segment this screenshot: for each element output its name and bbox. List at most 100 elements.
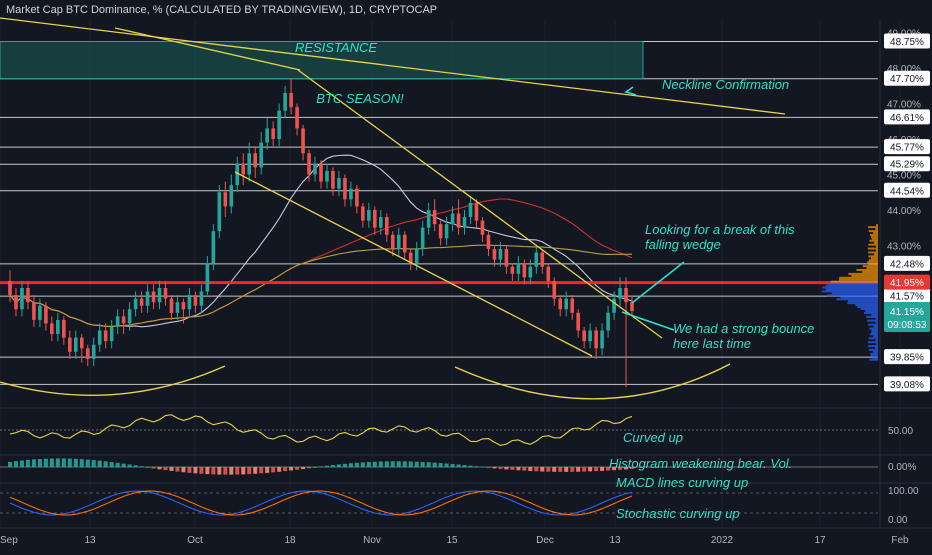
price-tick-label: 45.00% (887, 170, 921, 181)
volume-profile-bar (867, 319, 878, 322)
candle-body (265, 128, 269, 143)
wedge-upper-line (297, 69, 663, 339)
candle-body (205, 263, 210, 292)
macd-histogram-bar (97, 460, 102, 468)
volume-profile-bar (839, 278, 878, 281)
macd-histogram-bar (211, 467, 216, 475)
candle-body (438, 224, 443, 239)
macd-histogram-bar (630, 467, 634, 470)
candle-body (181, 302, 186, 310)
macd-histogram-bar (432, 462, 437, 468)
macd-histogram-bar (564, 467, 569, 472)
macd-histogram-bar (474, 466, 479, 468)
volume-profile-bar (865, 309, 878, 312)
volume-profile-bar (855, 304, 878, 307)
candle-body (396, 234, 401, 249)
candle-body (337, 178, 341, 189)
volume-profile-bar (868, 255, 878, 258)
candle-body (301, 128, 305, 154)
price-tag-bg (884, 70, 930, 86)
macd-histogram-bar (498, 467, 503, 469)
price-tag-label: 39.08% (890, 380, 924, 391)
macd-histogram-bar (271, 467, 276, 473)
volume-profile-bar (836, 298, 878, 301)
macd-histogram-bar (145, 467, 150, 468)
candle-body (504, 248, 509, 267)
candle-body (594, 330, 598, 349)
volume-profile-bar (870, 233, 878, 236)
candle-body (289, 92, 293, 108)
candle-body (600, 330, 604, 349)
volume-profile-bar (868, 226, 878, 229)
candle-body (492, 248, 497, 260)
macd-histogram-bar (103, 461, 108, 468)
candle-body (199, 291, 204, 306)
macd-histogram-bar (13, 461, 18, 468)
x-tick-label: Nov (363, 535, 381, 546)
candle-body (193, 295, 198, 306)
candle-body (139, 298, 144, 306)
macd-histogram-bar (396, 461, 401, 468)
candle-body (618, 287, 622, 299)
macd-histogram-bar (522, 467, 527, 471)
neckline-arrow (624, 86, 637, 96)
macd-histogram-bar (354, 462, 359, 468)
volume-profile-bar (876, 245, 878, 248)
volume-profile-bar (871, 235, 878, 238)
stoch-d-line (9, 490, 633, 516)
highlighted-tag-label: 41.95% (890, 278, 924, 289)
candle-body (343, 178, 347, 200)
macd-histogram-bar (259, 467, 264, 474)
candle-body (187, 295, 192, 310)
candle-body (552, 280, 557, 299)
macd-histogram-bar (187, 467, 192, 473)
macd-histogram-bar (600, 467, 605, 471)
candle-body (384, 217, 389, 235)
candle-body (570, 298, 574, 313)
macd-histogram-bar (37, 458, 42, 468)
macd-histogram-bar (540, 467, 545, 472)
price-tag-bg (884, 33, 930, 49)
stoch-k-line (9, 490, 633, 516)
candles-layer (8, 78, 634, 388)
volume-profile-bar (868, 259, 878, 262)
macd-histogram-bar (115, 462, 120, 468)
volume-profile-bar (875, 321, 878, 324)
price-tag-label: 45.29% (890, 160, 924, 171)
macd-histogram-bar (265, 467, 270, 473)
candle-body (157, 287, 162, 303)
macd-histogram-bar (534, 467, 539, 472)
macd-histogram-bar (510, 467, 515, 470)
macd-histogram-bar (301, 467, 306, 470)
volume-profile-bar (868, 348, 878, 351)
macd-histogram-bar (121, 463, 126, 468)
grid-layer (0, 20, 932, 529)
volume-profile-bar (870, 354, 878, 357)
price-tag-label: 42.48% (890, 259, 924, 270)
candle-body (259, 142, 263, 168)
annotation-text: Curved up (623, 430, 683, 445)
candle-body (229, 185, 234, 207)
volume-profile-bar (840, 296, 878, 299)
annotation-text: falling wedge (645, 237, 721, 252)
volume-profile-bar (866, 267, 878, 270)
volume-profile-bar (873, 325, 878, 328)
candle-body (121, 316, 126, 324)
candle-body (426, 209, 431, 228)
candle-body (390, 234, 395, 249)
chart-title: Market Cap BTC Dominance, % (CALCULATED … (6, 4, 438, 16)
price-tick-label: 47.00% (887, 100, 921, 111)
volume-profile-bar (839, 276, 878, 279)
price-tag-bg (884, 349, 930, 365)
macd-histogram-bar (181, 467, 186, 473)
candle-body (133, 298, 138, 310)
x-tick-label: 13 (609, 535, 621, 546)
macd-histogram-bar (91, 460, 96, 468)
candle-body (319, 163, 323, 182)
macd-histogram-bar (151, 467, 156, 469)
volume-profile-bar (870, 257, 878, 260)
candle-body (462, 217, 467, 228)
candle-body (175, 302, 180, 313)
